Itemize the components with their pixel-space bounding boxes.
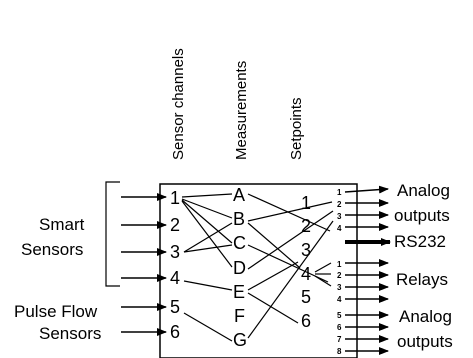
- analog-outputs-bottom-label-1: Analog: [399, 307, 452, 326]
- port-analog-8: 8: [337, 347, 342, 356]
- channel-6: 6: [170, 322, 180, 342]
- input-arrows: [121, 193, 167, 336]
- link-d-sp3: [247, 210, 334, 270]
- link-ch1-a: [181, 193, 233, 198]
- header-sensor-channels: Sensor channels: [170, 48, 187, 160]
- measurement-e: E: [233, 282, 245, 302]
- link-e-sp3: [247, 261, 299, 291]
- header-setpoints: Setpoints: [288, 97, 305, 160]
- smart-sensors-bracket: [105, 181, 120, 287]
- port-analog-7: 7: [337, 335, 342, 344]
- rs232-label: RS232: [394, 232, 446, 251]
- port-analog-5: 5: [337, 311, 342, 320]
- setpoint-2: 2: [301, 216, 311, 236]
- analog-outputs-top-label-2: outputs: [394, 206, 450, 225]
- measurement-g: G: [233, 330, 247, 350]
- link-b-sp1: [247, 201, 333, 222]
- link-ch1-b: [181, 198, 233, 219]
- link-ch3-c: [183, 244, 233, 253]
- sensor-channels: 1 2 3 4 5 6: [170, 188, 180, 342]
- measurement-c: C: [233, 233, 246, 253]
- link-a-out: [247, 193, 331, 232]
- port-numbers: 1 2 3 4 1 2 3 4 5 6 7 8: [337, 188, 342, 356]
- link-g-up: [247, 220, 334, 339]
- port-analog-4: 4: [337, 224, 342, 233]
- setpoint-5: 5: [301, 287, 311, 307]
- channel-1: 1: [170, 188, 180, 208]
- analog-outputs-bottom-label-2: outputs: [397, 332, 453, 351]
- measurement-d: D: [233, 258, 246, 278]
- link-sp4-r3: [314, 275, 332, 287]
- port-relay-1: 1: [337, 260, 342, 269]
- link-ch3-b: [183, 222, 233, 253]
- link-c-relay: [247, 244, 329, 283]
- pulse-flow-label-1: Pulse Flow: [14, 302, 98, 321]
- measurement-a: A: [233, 185, 245, 205]
- setpoint-6: 6: [301, 311, 311, 331]
- channel-2: 2: [170, 215, 180, 235]
- port-analog-3: 3: [337, 212, 342, 221]
- link-ch4-e: [183, 280, 233, 291]
- output-arrows: [344, 185, 391, 355]
- channel-5: 5: [170, 297, 180, 317]
- port-relay-3: 3: [337, 283, 342, 292]
- setpoint-3: 3: [301, 240, 311, 260]
- link-b-sp4: [247, 222, 301, 269]
- relays-label: Relays: [396, 270, 448, 289]
- measurement-f: F: [234, 306, 245, 326]
- port-relay-4: 4: [337, 295, 342, 304]
- measurement-b: B: [233, 209, 245, 229]
- channel-3: 3: [170, 242, 180, 262]
- link-ch1-c: [181, 199, 233, 244]
- link-ch1-d: [181, 200, 233, 268]
- link-ch5-g: [183, 312, 233, 342]
- setpoint-4: 4: [301, 264, 311, 284]
- setpoint-1: 1: [301, 193, 311, 213]
- smart-sensors-label-2: Sensors: [21, 240, 83, 259]
- port-relay-2: 2: [337, 271, 342, 280]
- channel-4: 4: [170, 268, 180, 288]
- controller-box: [159, 183, 358, 358]
- analog-outputs-top-label-1: Analog: [397, 181, 450, 200]
- header-measurements: Measurements: [233, 61, 250, 160]
- out-analog-1: [344, 185, 389, 194]
- pulse-flow-label-2: Sensors: [39, 324, 101, 343]
- port-analog-2: 2: [337, 200, 342, 209]
- link-e-sp6: [247, 292, 299, 324]
- setpoints: 1 2 3 4 5 6: [301, 193, 311, 331]
- port-analog-6: 6: [337, 323, 342, 332]
- connection-lines: [181, 193, 334, 342]
- measurements: A B C D E F G: [233, 185, 247, 350]
- smart-sensors-label-1: Smart: [39, 215, 85, 234]
- link-sp4-r1: [314, 262, 332, 273]
- port-analog-1: 1: [337, 188, 342, 197]
